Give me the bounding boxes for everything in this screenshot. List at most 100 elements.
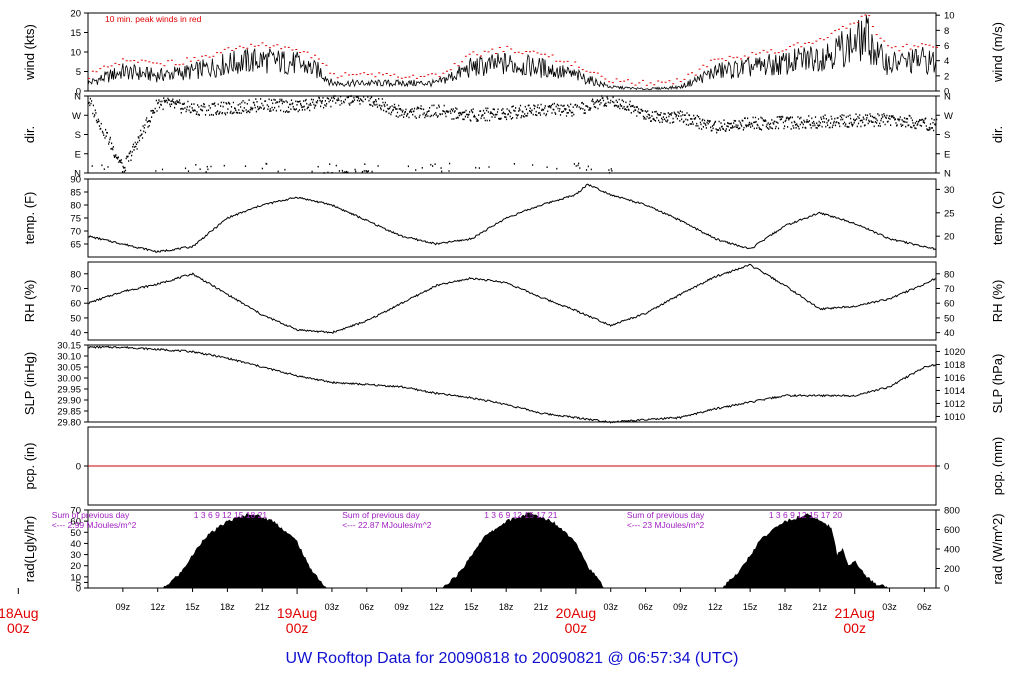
y-tick-label: 29.95 <box>57 385 81 396</box>
y-label-right: SLP (hPa) <box>990 354 1005 414</box>
x-tick-label: 03z <box>325 602 340 612</box>
x-tick-label: 09z <box>394 602 409 612</box>
y-tick-label: E <box>75 149 81 160</box>
y-tick-label: 70 <box>70 284 81 295</box>
y-tick-label: 1020 <box>944 347 965 358</box>
y-tick-label: 70 <box>70 506 81 517</box>
y-tick-label: 20 <box>70 561 81 572</box>
y-label-right: RH (%) <box>990 280 1005 323</box>
y-tick-label: 30.00 <box>57 374 81 385</box>
x-tick-label: 18z <box>499 602 514 612</box>
y-tick-label: 800 <box>944 506 960 517</box>
y-tick-label: 80 <box>70 201 81 212</box>
panel-frame <box>87 178 937 258</box>
y-tick-label: 50 <box>944 313 955 324</box>
y-tick-label: E <box>944 149 950 160</box>
y-tick-label: 30.10 <box>57 352 81 363</box>
y-tick-label: 10 <box>944 11 955 22</box>
panel-frame <box>87 344 937 423</box>
y-tick-label: 80 <box>944 269 955 280</box>
y-tick-label: 5 <box>76 578 81 589</box>
y-tick-label: 0 <box>76 462 81 473</box>
rh-series <box>87 263 937 335</box>
y-tick-label: 50 <box>70 313 81 324</box>
day-label-z: 00z <box>843 620 866 636</box>
y-tick-label: 50 <box>70 528 81 539</box>
y-tick-label: 65 <box>70 240 81 251</box>
x-tick-label: 18z <box>778 602 793 612</box>
y-tick-label: 8 <box>944 26 949 37</box>
y-label-right: dir. <box>990 126 1005 143</box>
daily-sum-label: Sum of previous day <box>52 510 130 520</box>
x-tick-label: 15z <box>743 602 758 612</box>
hour-marks: 1 3 6 9 12 15 17 20 <box>769 510 843 520</box>
y-label-right: wind (m/s) <box>990 22 1005 83</box>
y-tick-label: 60 <box>70 299 81 310</box>
y-tick-label: 6 <box>944 41 949 52</box>
y-tick-label: S <box>944 130 950 141</box>
x-tick-label: 06z <box>360 602 375 612</box>
y-tick-label: 40 <box>70 328 81 339</box>
x-tick-label: 09z <box>673 602 688 612</box>
y-label-right: pcp. (mm) <box>990 437 1005 496</box>
y-tick-label: 85 <box>70 188 81 199</box>
day-label-z: 00z <box>286 620 309 636</box>
day-label-date: 21Aug <box>834 605 874 621</box>
y-tick-label: 75 <box>70 214 81 225</box>
y-tick-label: 4 <box>944 56 949 67</box>
y-tick-label: 1016 <box>944 373 965 384</box>
radiation-area <box>88 512 936 588</box>
panel-rh: RH (%) RH (%) 40 50 60 70 80 40 50 60 70 80 <box>22 261 1005 341</box>
y-tick-label: 40 <box>944 328 955 339</box>
wind-series <box>87 14 937 91</box>
y-tick-label: 2 <box>944 71 949 82</box>
y-tick-label: N <box>74 92 81 103</box>
y-tick-label: 30.15 <box>57 341 81 352</box>
y-tick-label: 10 <box>70 48 81 59</box>
y-tick-label: 60 <box>944 299 955 310</box>
y-tick-label: 90 <box>70 175 81 186</box>
y-label-left: dir. <box>22 126 37 143</box>
y-tick-label: W <box>72 111 81 122</box>
y-tick-label: 29.80 <box>57 418 81 429</box>
daily-sum-value: <--- 2.99 MJoules/m^2 <box>52 520 137 530</box>
y-tick-label: 30 <box>70 550 81 561</box>
y-label-left: RH (%) <box>22 280 37 323</box>
x-tick-label: 21z <box>813 602 828 612</box>
annotation: 10 min. peak winds in red <box>105 14 202 24</box>
x-tick-label: 06z <box>917 602 932 612</box>
page-title: UW Rooftop Data for 20090818 to 20090821… <box>285 650 739 667</box>
y-tick-label: 400 <box>944 545 960 556</box>
panel-temp: temp. (F) temp. (C) 65 70 75 80 85 90 20 25 30 <box>22 175 1005 258</box>
x-tick-label: 18z <box>220 602 235 612</box>
y-tick-label: 0 <box>76 87 81 98</box>
panel-dir: dir. dir.N NW WS SE EN N <box>22 92 1005 180</box>
panel-slp: SLP (inHg) SLP (hPa)29.8029.8529.9029.953… <box>22 341 1005 429</box>
daily-sum-label: Sum of previous day <box>627 510 705 520</box>
y-tick-label: 1012 <box>944 399 965 410</box>
y-label-left: rad(Lgly/hr) <box>22 516 37 582</box>
panel-pcp: pcp. (in) pcp. (mm) 0 0 <box>22 426 1005 506</box>
day-label-date: 20Aug <box>556 605 596 621</box>
y-label-right: rad (W/m^2) <box>990 513 1005 584</box>
y-tick-label: 80 <box>70 269 81 280</box>
y-tick-label: 0 <box>944 87 949 98</box>
slp-series <box>88 345 937 424</box>
day-label-date: 19Aug <box>277 605 317 621</box>
day-label-date: 18Aug <box>0 605 39 621</box>
x-tick-label: 21z <box>255 602 270 612</box>
day-label-z: 00z <box>565 620 588 636</box>
x-tick-label: 15z <box>464 602 479 612</box>
peak-wind-marks <box>88 14 938 86</box>
y-tick-label: 20 <box>70 9 81 20</box>
y-tick-label: 1010 <box>944 412 965 423</box>
y-tick-label: 25 <box>944 208 955 219</box>
x-tick-label: 09z <box>116 602 131 612</box>
dir-series <box>88 95 938 174</box>
y-label-left: wind (kts) <box>22 24 37 81</box>
y-tick-label: 20 <box>944 232 955 243</box>
y-tick-label: N <box>944 92 951 103</box>
y-tick-label: W <box>944 111 953 122</box>
temp-series <box>87 183 937 253</box>
